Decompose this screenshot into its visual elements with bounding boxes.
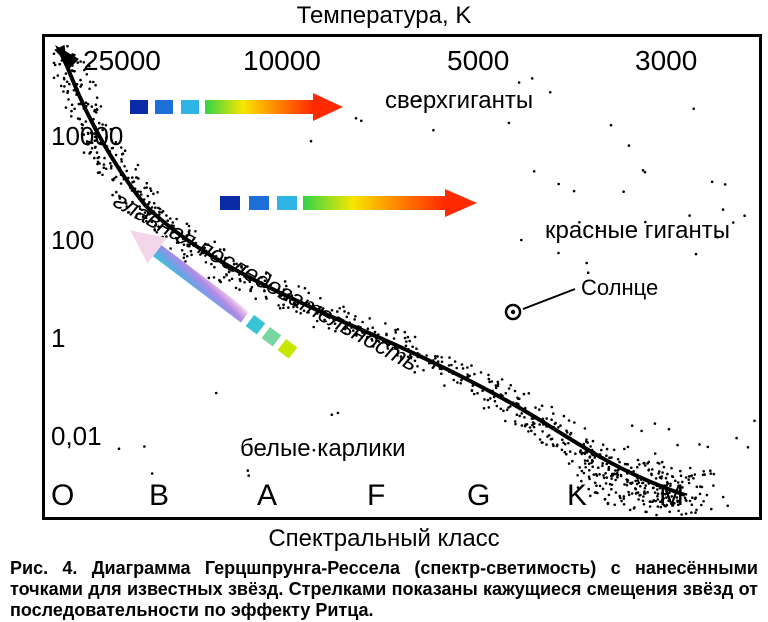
main-sequence-arrowhead	[52, 42, 73, 63]
bottom-axis-title: Спектральный класс	[0, 525, 768, 553]
label-red-giants: красные гиганты	[545, 217, 730, 245]
spec-tick-K: K	[567, 479, 587, 513]
sun-marker	[506, 289, 575, 319]
label-main-sequence: главная последовательность	[108, 187, 422, 378]
label-sun: Солнце	[581, 275, 658, 301]
plot-area: 25000 10000 5000 3000 10000 100 1 0,01 O…	[42, 34, 762, 520]
spec-tick-A: A	[257, 479, 277, 513]
temp-tick-25000: 25000	[83, 45, 161, 77]
arrow-supergiants	[130, 93, 343, 121]
label-white-dwarfs: белые карлики	[240, 435, 406, 463]
spec-tick-B: B	[149, 479, 169, 513]
spec-tick-F: F	[367, 479, 385, 513]
temp-tick-10000: 10000	[243, 45, 321, 77]
lum-tick-0-01: 0,01	[51, 421, 102, 452]
top-axis-title: Температура, K	[0, 2, 768, 30]
spec-tick-M: M	[659, 479, 684, 513]
lum-tick-100: 100	[51, 225, 94, 256]
spec-tick-O: O	[51, 479, 74, 513]
hr-diagram: Температура, K Светимость в светимостях …	[0, 0, 768, 555]
lum-tick-1: 1	[51, 323, 65, 354]
temp-tick-5000: 5000	[447, 45, 509, 77]
label-supergiants: сверхгиганты	[385, 87, 533, 115]
lum-tick-10000: 10000	[51, 121, 123, 152]
spec-tick-G: G	[467, 479, 490, 513]
figure-caption: Рис. 4. Диаграмма Герцшпрунга-Рессела (с…	[10, 558, 758, 622]
temp-tick-3000: 3000	[635, 45, 697, 77]
arrow-red-giants	[220, 189, 477, 217]
